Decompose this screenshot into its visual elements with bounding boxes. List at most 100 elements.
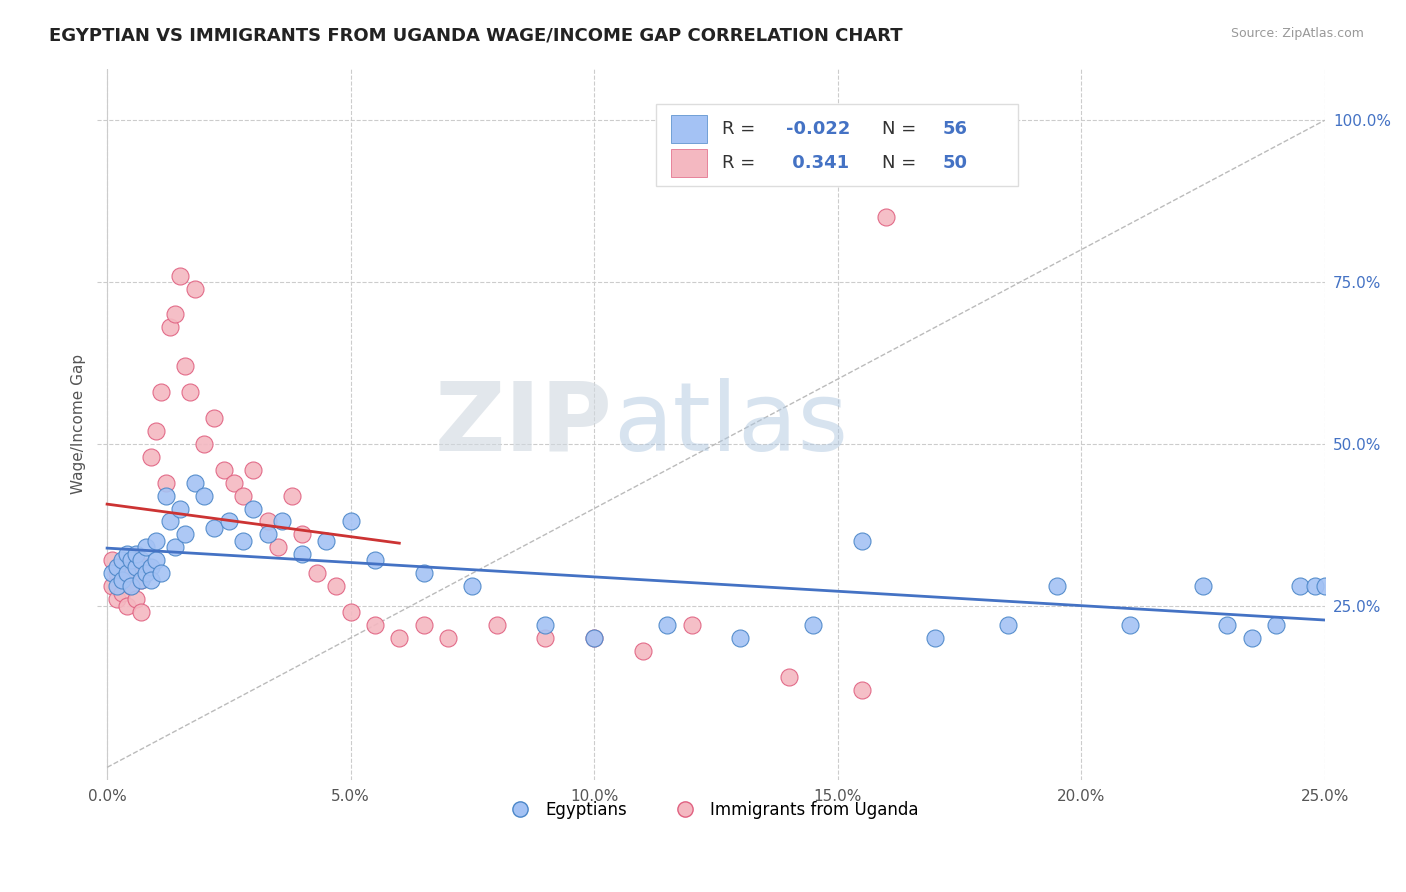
Point: [242, 501, 264, 516]
Point: [179, 385, 201, 400]
Point: [271, 515, 294, 529]
Point: [165, 541, 187, 555]
Point: [681, 618, 703, 632]
Point: [101, 553, 124, 567]
Point: [129, 573, 152, 587]
Point: [851, 682, 873, 697]
Point: [364, 553, 387, 567]
Point: [325, 579, 347, 593]
Point: [105, 559, 128, 574]
Point: [583, 631, 606, 645]
Point: [135, 566, 157, 581]
Text: N =: N =: [882, 154, 921, 172]
Point: [193, 489, 215, 503]
Point: [875, 211, 897, 225]
Point: [583, 631, 606, 645]
Text: ZIP: ZIP: [434, 378, 613, 471]
Point: [266, 541, 288, 555]
Point: [174, 527, 197, 541]
Text: -0.022: -0.022: [786, 120, 851, 138]
Point: [256, 515, 278, 529]
Point: [412, 618, 434, 632]
Point: [924, 631, 946, 645]
Point: [174, 359, 197, 374]
Point: [728, 631, 751, 645]
Point: [111, 559, 134, 574]
Text: R =: R =: [723, 154, 761, 172]
Point: [388, 631, 411, 645]
Point: [120, 566, 142, 581]
Point: [105, 592, 128, 607]
Point: [155, 489, 177, 503]
Point: [281, 489, 304, 503]
Point: [120, 579, 142, 593]
Point: [159, 515, 181, 529]
Point: [291, 547, 314, 561]
Point: [129, 605, 152, 619]
Point: [1265, 618, 1288, 632]
Text: 0.341: 0.341: [786, 154, 849, 172]
Point: [105, 566, 128, 581]
Point: [115, 566, 138, 581]
Point: [125, 553, 148, 567]
Point: [145, 424, 167, 438]
Point: [139, 573, 162, 587]
Point: [111, 553, 134, 567]
Point: [145, 553, 167, 567]
Point: [120, 579, 142, 593]
Point: [437, 631, 460, 645]
Point: [202, 521, 225, 535]
Point: [1119, 618, 1142, 632]
Point: [461, 579, 484, 593]
Point: [801, 618, 824, 632]
Point: [155, 475, 177, 490]
Point: [1313, 579, 1336, 593]
Point: [1289, 579, 1312, 593]
Point: [169, 268, 191, 283]
Point: [139, 559, 162, 574]
Point: [111, 585, 134, 599]
Point: [534, 631, 557, 645]
Point: [115, 547, 138, 561]
Point: [193, 437, 215, 451]
Point: [412, 566, 434, 581]
Legend: Egyptians, Immigrants from Uganda: Egyptians, Immigrants from Uganda: [496, 794, 925, 825]
Point: [105, 579, 128, 593]
Point: [129, 573, 152, 587]
Bar: [671, 149, 707, 178]
Text: 56: 56: [943, 120, 967, 138]
Point: [485, 618, 508, 632]
Point: [851, 533, 873, 548]
Point: [1192, 579, 1215, 593]
Point: [291, 527, 314, 541]
Point: [222, 475, 245, 490]
Point: [339, 515, 361, 529]
Text: atlas: atlas: [613, 378, 848, 471]
Point: [202, 411, 225, 425]
Text: 50: 50: [943, 154, 967, 172]
Text: Source: ZipAtlas.com: Source: ZipAtlas.com: [1230, 27, 1364, 40]
Bar: [671, 115, 707, 144]
Point: [315, 533, 337, 548]
Text: N =: N =: [882, 120, 921, 138]
Point: [111, 573, 134, 587]
Point: [534, 618, 557, 632]
Point: [339, 605, 361, 619]
Point: [129, 553, 152, 567]
Bar: [655, 104, 1018, 186]
Point: [169, 501, 191, 516]
Point: [997, 618, 1019, 632]
Y-axis label: Wage/Income Gap: Wage/Income Gap: [72, 354, 86, 494]
Text: R =: R =: [723, 120, 761, 138]
Point: [135, 541, 157, 555]
Point: [1303, 579, 1326, 593]
Point: [120, 553, 142, 567]
Point: [159, 320, 181, 334]
Point: [232, 533, 254, 548]
Point: [364, 618, 387, 632]
Point: [115, 573, 138, 587]
Point: [657, 618, 679, 632]
Point: [184, 475, 207, 490]
Point: [125, 547, 148, 561]
Point: [135, 559, 157, 574]
